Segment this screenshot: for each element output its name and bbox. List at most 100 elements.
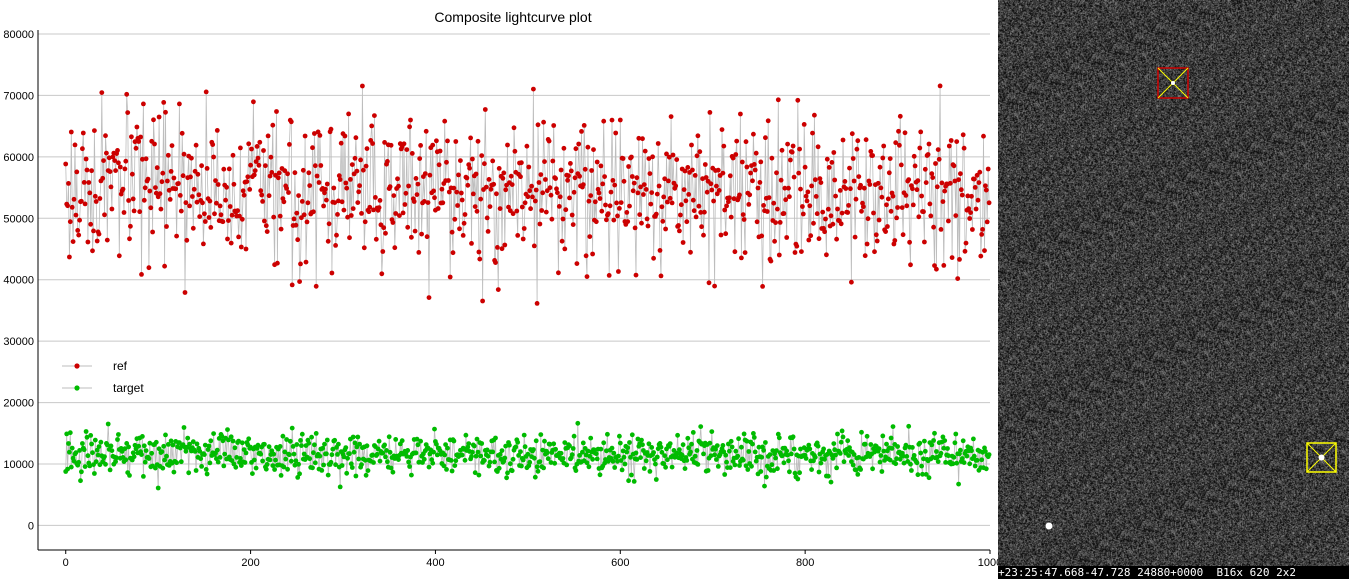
data-point-ref	[843, 186, 849, 191]
data-point-ref	[509, 182, 515, 188]
data-point-ref	[701, 232, 706, 238]
image-viewer[interactable]: +23:25:47.668-47.728 24880+0000 B16x 620…	[998, 0, 1349, 579]
data-point-target	[64, 431, 70, 437]
data-point-ref	[256, 162, 262, 168]
data-point-ref	[294, 210, 300, 216]
data-point-ref	[724, 203, 729, 209]
data-point-ref	[709, 187, 715, 193]
data-point-target	[469, 454, 474, 459]
data-point-ref	[127, 236, 132, 242]
data-point-ref	[326, 221, 332, 227]
data-point-ref	[811, 220, 816, 226]
data-point-ref	[381, 225, 387, 231]
data-point-target	[357, 441, 362, 447]
data-point-target	[81, 447, 87, 453]
data-point-target	[365, 468, 371, 473]
data-point-target	[921, 456, 926, 462]
data-point-ref	[230, 152, 236, 158]
data-point-ref	[702, 162, 708, 167]
data-point-target	[821, 446, 826, 452]
data-point-ref	[814, 211, 820, 217]
data-point-ref	[680, 240, 686, 245]
data-point-target	[917, 440, 923, 446]
data-point-target	[322, 441, 327, 447]
data-point-ref	[776, 252, 782, 258]
data-point-ref	[271, 214, 277, 220]
data-point-ref	[716, 188, 722, 193]
data-point-ref	[74, 169, 80, 175]
data-point-ref	[369, 123, 375, 129]
data-point-target	[382, 442, 387, 448]
data-point-ref	[906, 177, 912, 183]
data-point-target	[677, 447, 682, 452]
data-point-ref	[303, 259, 309, 265]
data-point-target	[104, 442, 110, 448]
data-point-ref	[579, 129, 584, 134]
data-point-ref	[263, 223, 269, 229]
data-point-target	[299, 443, 304, 448]
data-point-ref	[603, 202, 608, 208]
data-point-target	[441, 463, 447, 469]
data-point-target	[140, 434, 145, 439]
data-point-ref	[497, 206, 503, 212]
data-point-target	[851, 452, 857, 457]
data-point-target	[724, 459, 729, 465]
data-point-target	[628, 454, 633, 460]
data-point-ref	[885, 196, 891, 202]
data-point-ref	[479, 153, 485, 159]
data-point-target	[114, 455, 119, 461]
data-point-target	[67, 430, 73, 436]
data-point-ref	[892, 238, 898, 243]
data-point-ref	[661, 194, 667, 200]
data-point-ref	[543, 209, 549, 215]
target-marker[interactable]	[1306, 442, 1337, 473]
data-point-ref	[388, 142, 394, 148]
data-point-ref	[270, 122, 276, 128]
data-point-target	[109, 448, 115, 453]
data-point-ref	[184, 237, 190, 243]
data-point-target	[219, 433, 225, 439]
data-point-target	[705, 468, 711, 473]
data-point-target	[532, 474, 538, 480]
data-point-target	[527, 459, 533, 465]
data-point-ref	[938, 227, 944, 232]
data-point-target	[926, 475, 932, 481]
data-point-ref	[768, 258, 774, 264]
data-point-ref	[580, 182, 586, 188]
data-point-ref	[638, 184, 643, 190]
data-point-target	[459, 452, 465, 458]
sky-image[interactable]	[998, 0, 1349, 566]
data-point-target	[95, 452, 101, 458]
data-point-ref	[880, 155, 886, 161]
data-point-target	[333, 462, 338, 468]
data-point-ref	[225, 236, 230, 242]
data-point-target	[775, 431, 781, 437]
data-point-target	[434, 452, 440, 458]
data-point-ref	[667, 195, 673, 201]
data-point-ref	[266, 193, 272, 199]
axes: 0100002000030000400005000060000700008000…	[3, 29, 998, 569]
data-point-target	[178, 459, 184, 465]
data-point-ref	[153, 185, 158, 191]
data-point-target	[290, 444, 296, 449]
data-point-ref	[316, 180, 322, 185]
data-point-target	[98, 439, 104, 445]
data-point-target	[586, 464, 592, 470]
data-point-target	[160, 465, 166, 471]
data-point-ref	[691, 208, 697, 214]
data-point-ref	[637, 212, 643, 218]
x-tick-label: 400	[426, 557, 444, 569]
data-point-ref	[643, 187, 649, 192]
data-point-ref	[960, 132, 966, 138]
data-point-ref	[464, 175, 470, 181]
data-point-ref	[529, 183, 534, 189]
data-point-target	[471, 443, 477, 449]
data-point-target	[277, 444, 283, 449]
x-tick-label: 800	[796, 557, 814, 569]
data-point-target	[785, 452, 790, 458]
data-point-ref	[778, 177, 784, 183]
data-point-ref	[648, 201, 654, 207]
data-point-ref	[360, 167, 366, 173]
ref-marker[interactable]	[1157, 67, 1189, 99]
data-point-ref	[532, 198, 538, 204]
